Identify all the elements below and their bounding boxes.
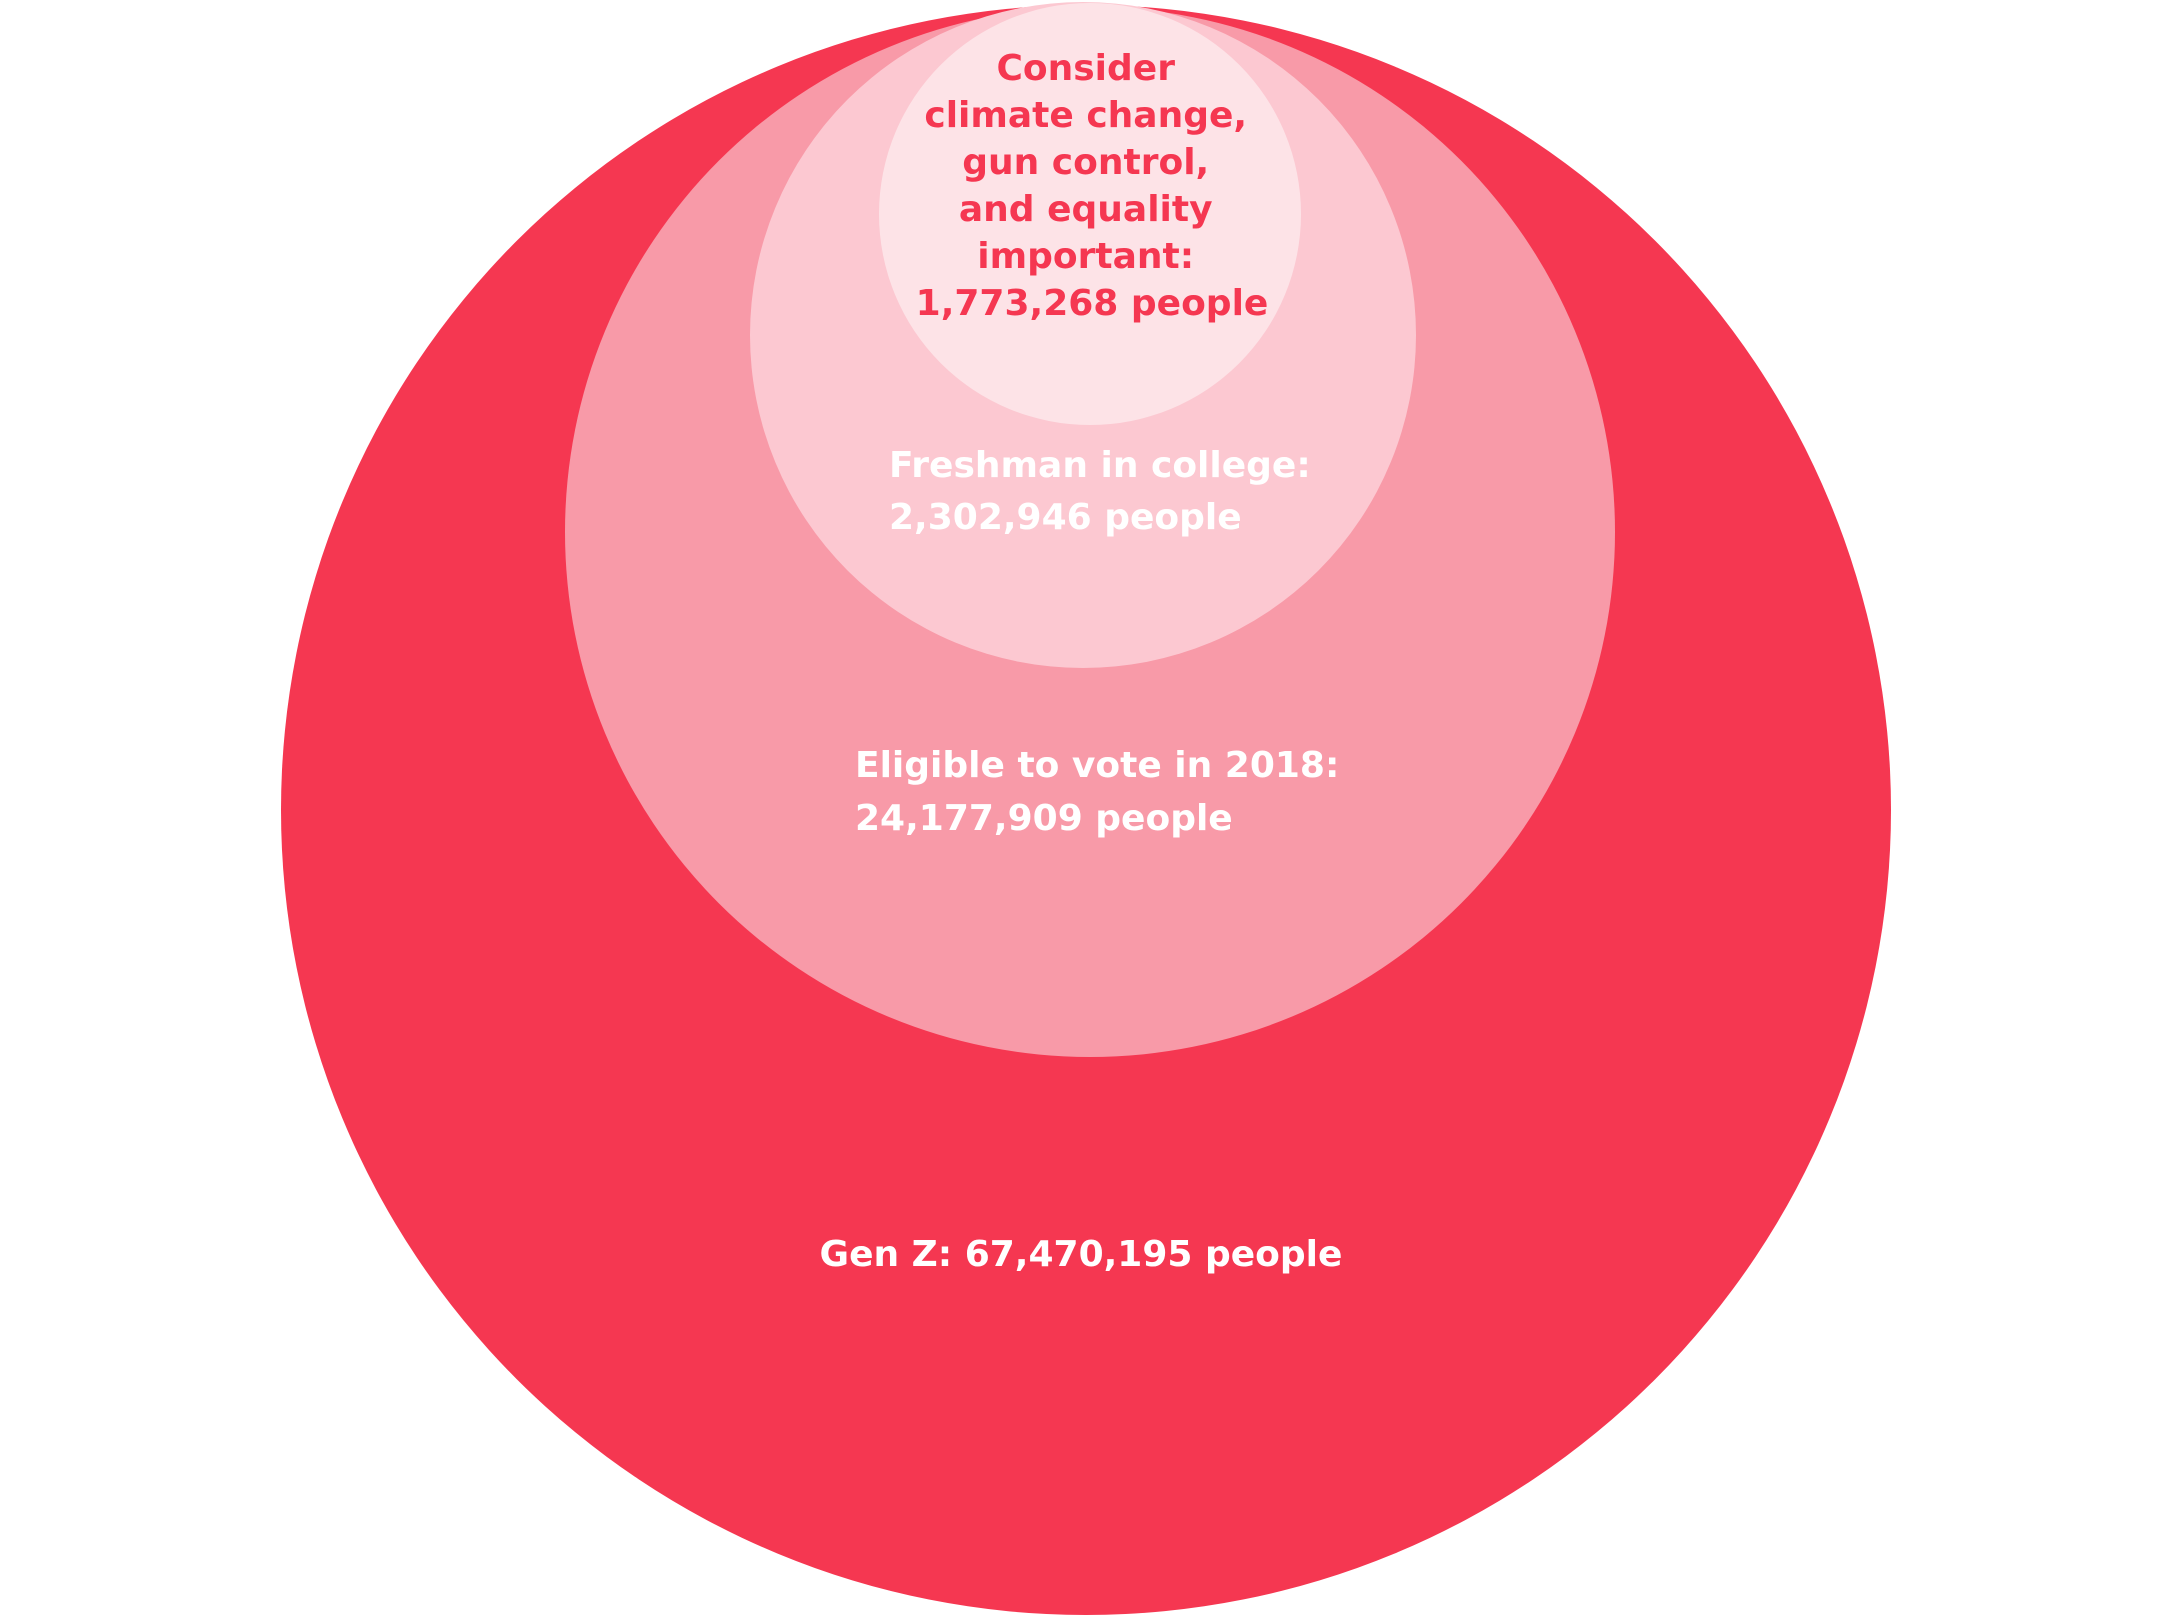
eligible-to-vote-label-line: Eligible to vote in 2018: bbox=[855, 745, 1339, 786]
gen-z-label-line: Gen Z: 67,470,195 people bbox=[820, 1234, 1343, 1275]
consider-issues-line-3: gun control, bbox=[962, 142, 1209, 183]
freshman-count-line: 2,302,946 people bbox=[889, 497, 1242, 538]
consider-issues-count-line: 1,773,268 people bbox=[916, 283, 1269, 324]
eligible-to-vote-label: Eligible to vote in 2018: 24,177,909 peo… bbox=[855, 745, 1352, 839]
freshman-label-line: Freshman in college: bbox=[889, 445, 1311, 486]
consider-issues-line-5: important: bbox=[977, 236, 1194, 277]
eligible-to-vote-count-line: 24,177,909 people bbox=[855, 798, 1233, 839]
consider-issues-line-1: Consider bbox=[996, 48, 1175, 89]
freshman-label: Freshman in college: 2,302,946 people bbox=[889, 445, 1323, 538]
consider-issues-line-4: and equality bbox=[959, 189, 1213, 230]
consider-issues-circle bbox=[879, 3, 1301, 425]
gen-z-label: Gen Z: 67,470,195 people bbox=[820, 1234, 1343, 1275]
consider-issues-label: Consider climate change, gun control, an… bbox=[916, 48, 1269, 324]
consider-issues-line-2: climate change, bbox=[924, 95, 1247, 136]
